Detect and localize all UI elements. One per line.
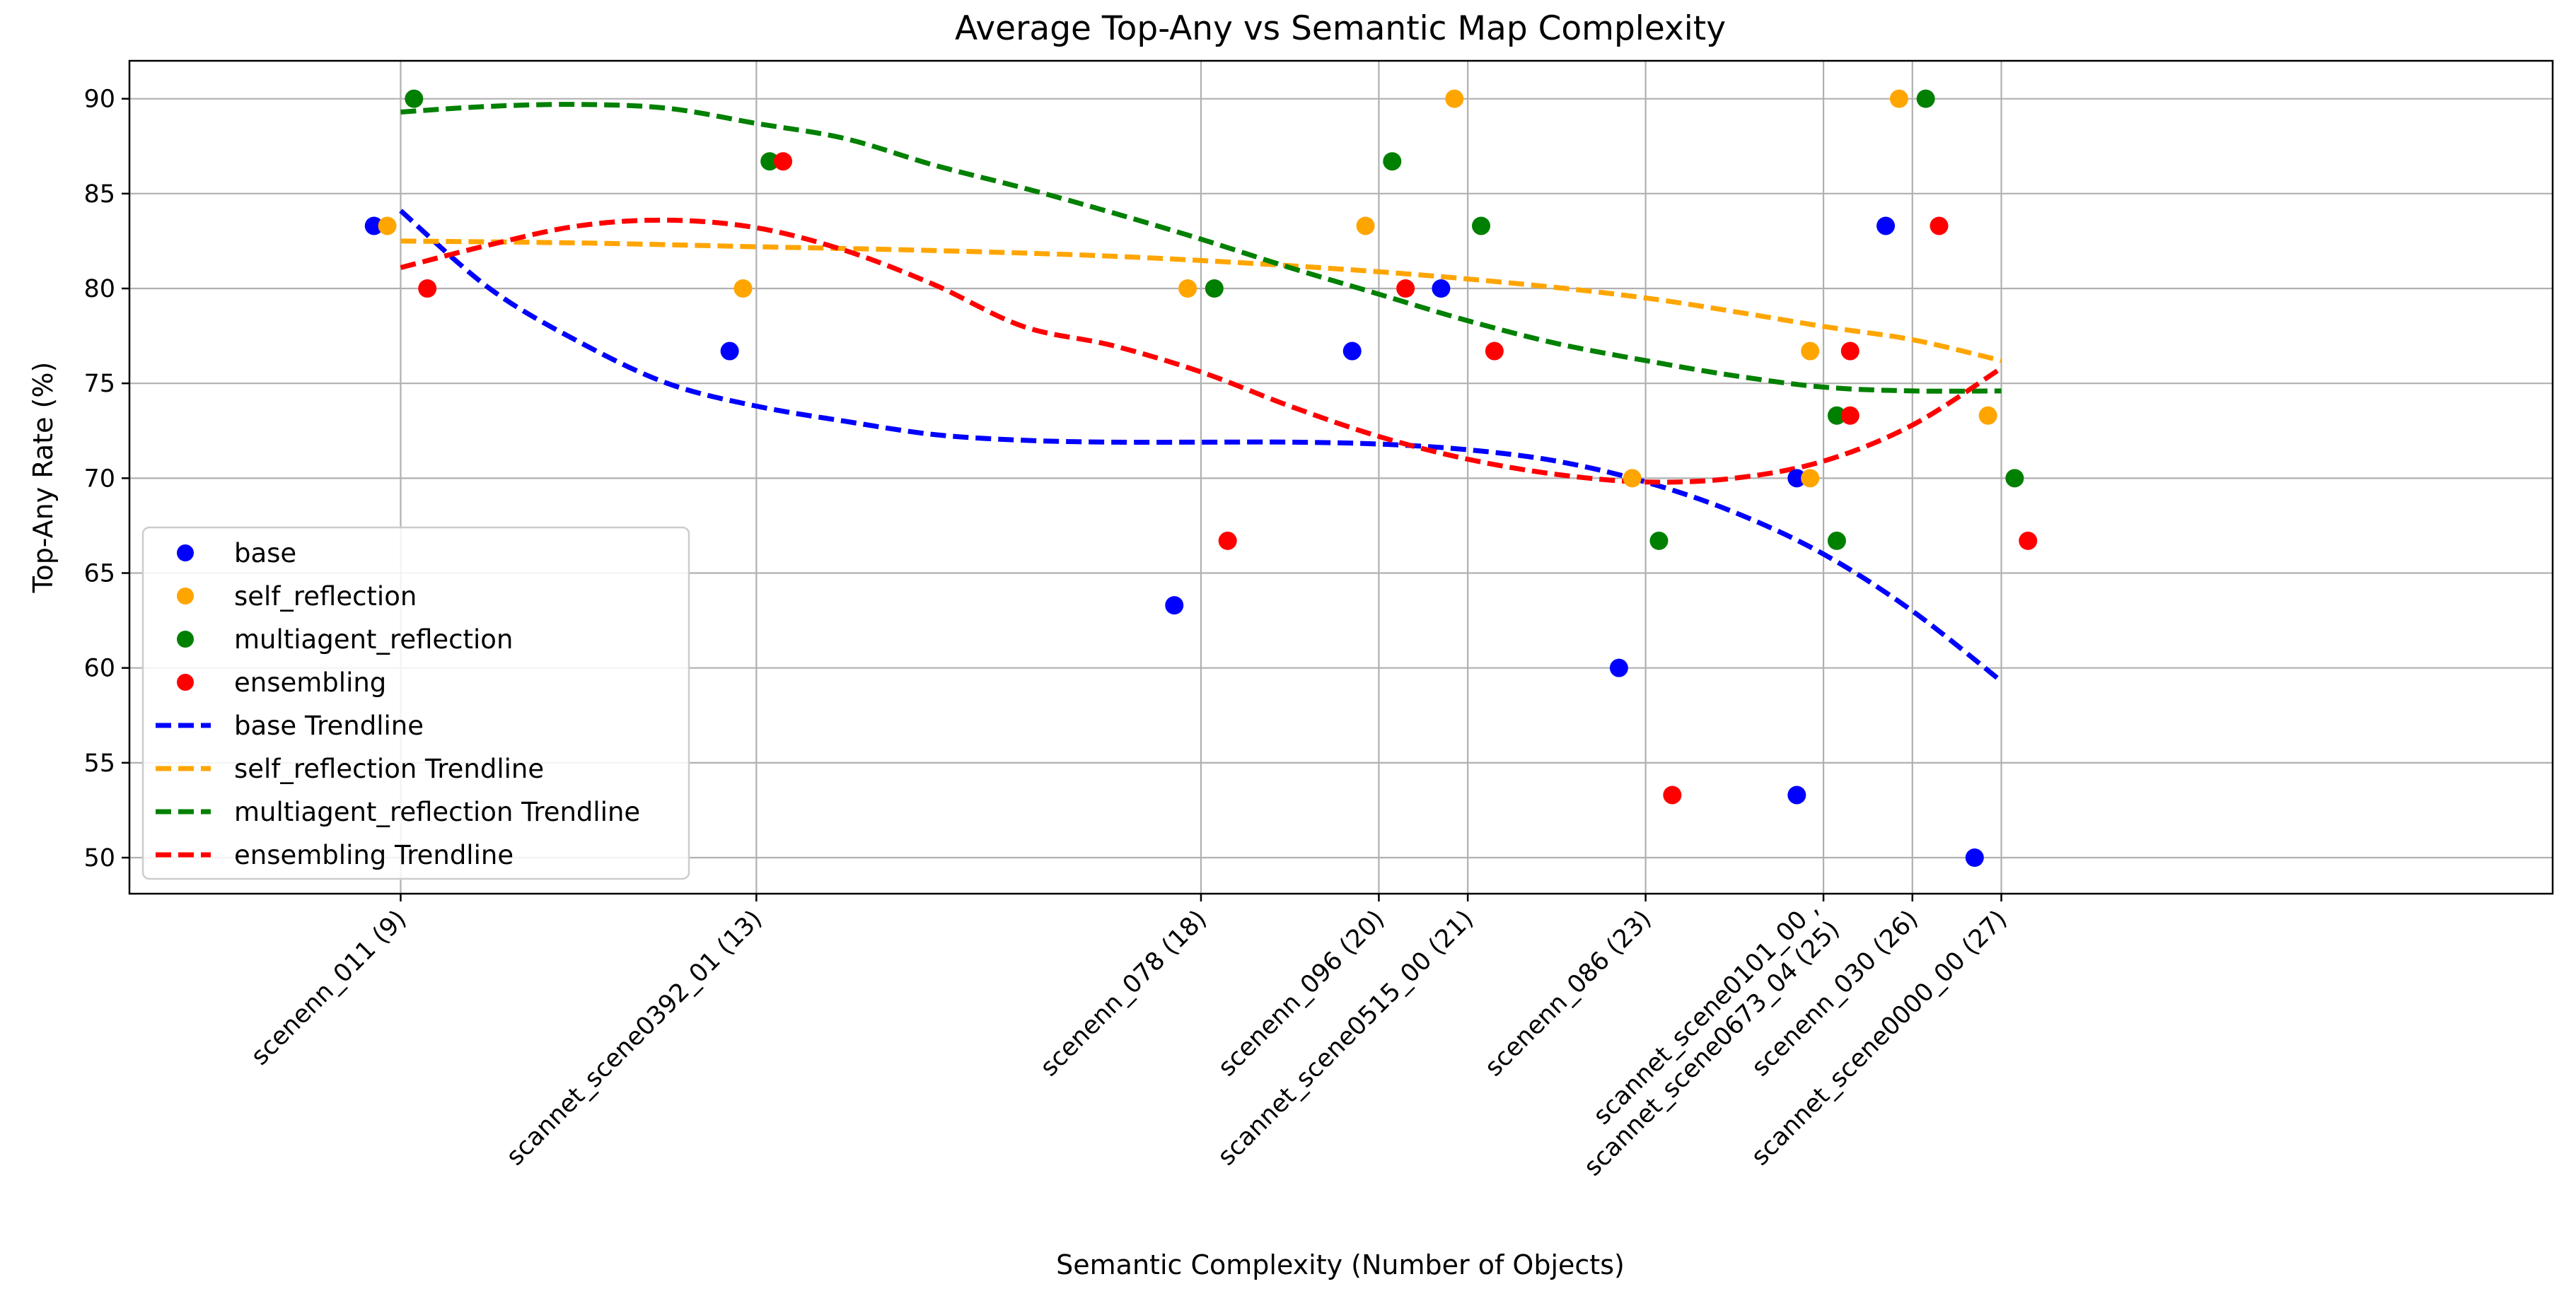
ensembling-point — [774, 152, 793, 171]
legend-label-multiagent-reflection-trendline: multiagent_reflection Trendline — [234, 797, 640, 827]
self-reflection-point — [1445, 89, 1464, 108]
chart-title: Average Top-Any vs Semantic Map Complexi… — [955, 9, 1726, 48]
ensembling-point — [2019, 531, 2038, 550]
ensembling-point — [418, 279, 437, 298]
legend-label-base-trendline: base Trendline — [234, 711, 424, 741]
y-tick-label: 65 — [83, 560, 115, 588]
multiagent-reflection-point — [1383, 152, 1402, 171]
multiagent-reflection-point — [1205, 279, 1224, 298]
self-reflection-point — [1356, 216, 1375, 235]
self-reflection-trendline — [400, 238, 2002, 363]
legend-label-ensembling: ensembling — [234, 667, 386, 698]
ensembling-point — [1930, 216, 1949, 235]
legend-label-self-reflection-trendline: self_reflection Trendline — [234, 754, 544, 784]
base-point — [1432, 279, 1451, 298]
ensembling-point — [1485, 341, 1504, 361]
base-point — [1876, 216, 1896, 235]
self-reflection-point — [733, 279, 753, 298]
multiagent-reflection-point — [1649, 531, 1669, 550]
legend-marker-self-reflection — [177, 588, 194, 605]
trendline-layer — [399, 102, 2003, 684]
y-axis-label: Top-Any Rate (%) — [28, 362, 59, 594]
legend-label-multiagent-reflection: multiagent_reflection — [234, 624, 513, 655]
base-point — [1342, 341, 1362, 361]
self-reflection-point — [1623, 469, 1642, 488]
legend-marker-ensembling — [177, 674, 194, 691]
legend-marker-multiagent-reflection — [177, 631, 194, 648]
y-tick-label: 75 — [83, 370, 115, 398]
multiagent-reflection-trendline — [400, 102, 2002, 394]
y-tick-label: 80 — [83, 275, 115, 303]
y-tick-label: 70 — [83, 465, 115, 493]
self-reflection-point — [1801, 341, 1820, 361]
base-point — [1965, 848, 1984, 868]
multiagent-reflection-point — [1827, 406, 1846, 425]
ensembling-point — [1396, 279, 1415, 298]
multiagent-reflection-point — [1916, 89, 1935, 108]
base-point — [720, 341, 739, 361]
x-axis-label: Semantic Complexity (Number of Objects) — [1056, 1249, 1625, 1280]
multiagent-reflection-point — [1472, 216, 1491, 235]
self-reflection-point — [378, 216, 397, 235]
self-reflection-point — [1889, 89, 1908, 108]
multiagent-reflection-point — [2005, 469, 2024, 488]
legend-label-base: base — [234, 538, 296, 568]
legend-label-ensembling-trendline: ensembling Trendline — [234, 840, 514, 870]
legend-label-self-reflection: self_reflection — [234, 581, 417, 612]
multiagent-reflection-point — [405, 89, 424, 108]
ensembling-trendline — [400, 217, 2003, 485]
multiagent-reflection-point — [760, 152, 779, 171]
y-tick-label: 85 — [83, 180, 115, 209]
base-point — [1609, 658, 1628, 677]
plot-frame — [128, 59, 2554, 895]
base-point — [364, 216, 383, 235]
y-axis: 50 55 60 65 70 75 80 85 90 — [83, 86, 129, 872]
ensembling-point — [1218, 531, 1237, 550]
self-reflection-point — [1801, 469, 1820, 488]
ensembling-point — [1840, 406, 1860, 425]
y-tick-label: 60 — [83, 655, 115, 683]
ensembling-point — [1840, 341, 1860, 361]
y-tick-label: 50 — [83, 844, 115, 872]
legend[interactable]: base self_reflection multiagent_reflection… — [141, 526, 690, 880]
multiagent-reflection-point — [1827, 531, 1846, 550]
self-reflection-point — [1178, 279, 1197, 298]
legend-items: base self_reflection multiagent_reflection… — [156, 538, 640, 870]
base-point — [1787, 469, 1806, 488]
point-layer — [364, 89, 2038, 868]
legend-marker-base — [177, 544, 194, 561]
ensembling-point — [1663, 786, 1682, 805]
base-trendline — [399, 209, 2003, 684]
self-reflection-point — [1978, 406, 1997, 425]
y-tick-label: 90 — [83, 86, 115, 114]
y-tick-label: 55 — [83, 749, 115, 778]
legend-box — [141, 526, 690, 880]
base-point — [1787, 786, 1806, 805]
base-point — [1165, 596, 1184, 615]
